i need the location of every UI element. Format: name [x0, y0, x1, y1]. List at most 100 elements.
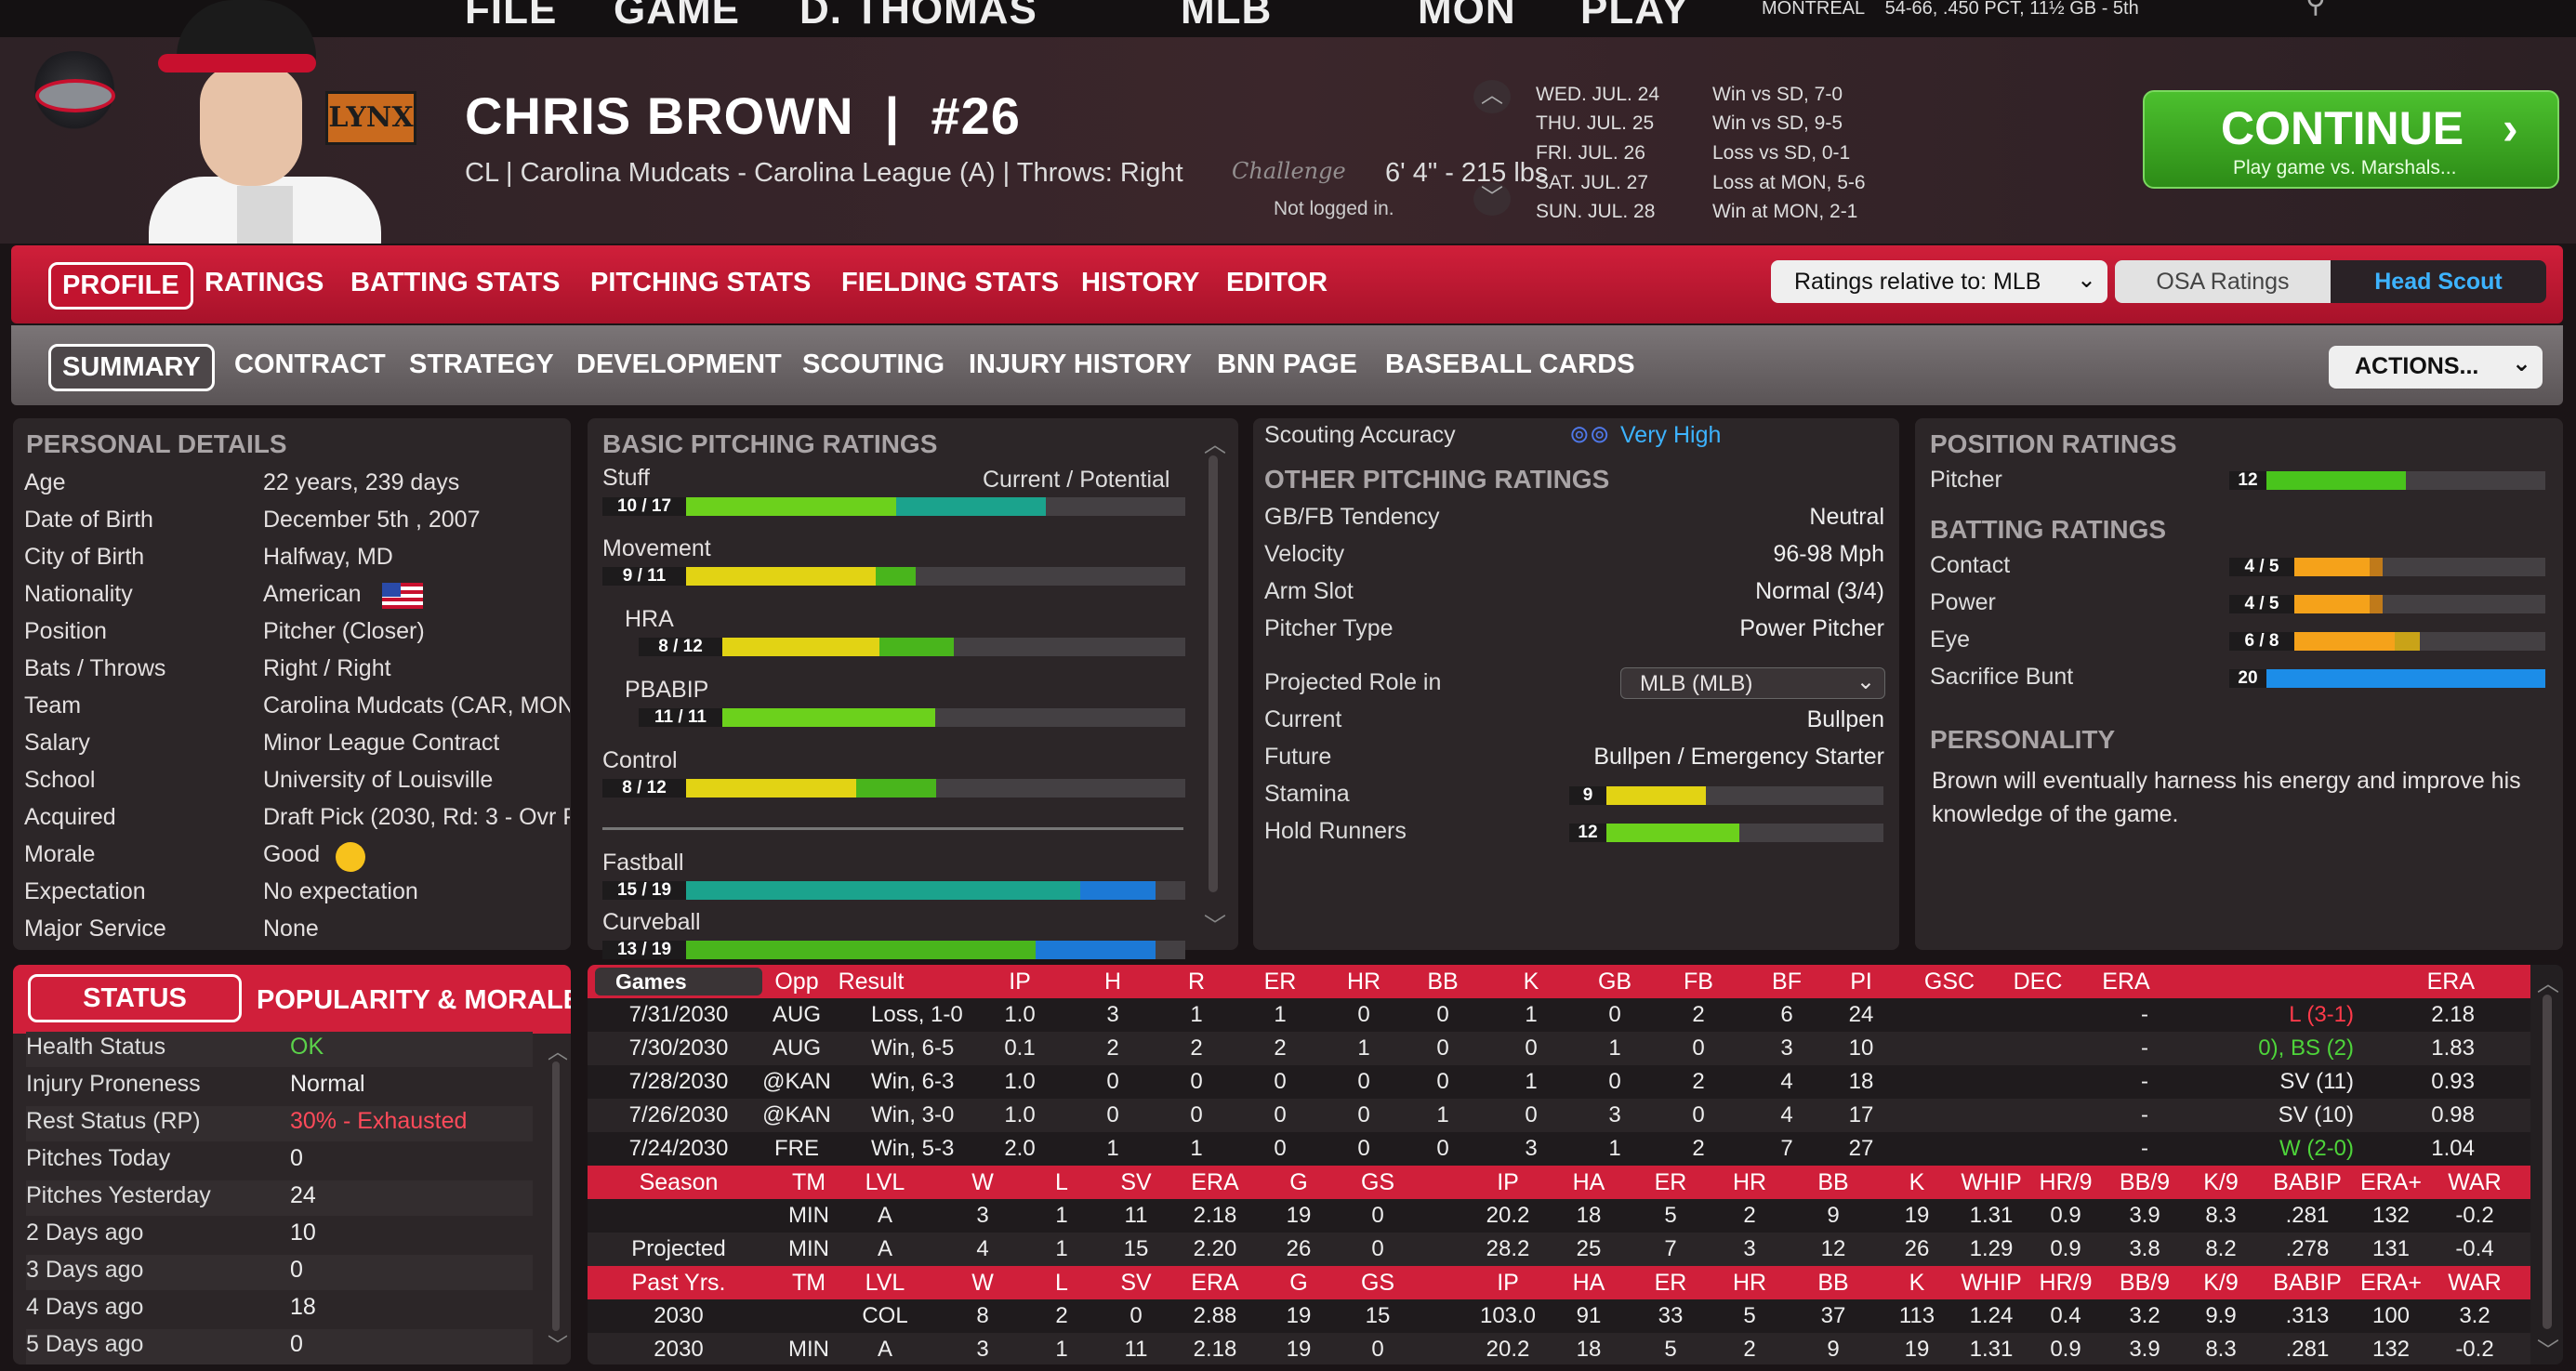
- column-header[interactable]: IP: [1009, 969, 1031, 995]
- table-row[interactable]: [588, 1199, 2530, 1233]
- table-row[interactable]: [588, 1299, 2530, 1333]
- tab-batting-stats[interactable]: BATTING STATS: [350, 268, 561, 297]
- column-header[interactable]: TM: [791, 1169, 826, 1195]
- column-header[interactable]: HA: [1572, 1169, 1605, 1195]
- column-header[interactable]: BABIP: [2273, 1169, 2342, 1195]
- column-header[interactable]: SV: [1120, 1169, 1152, 1195]
- schedule-up-arrow-icon[interactable]: ︿: [1473, 80, 1511, 113]
- column-header[interactable]: TM: [791, 1270, 826, 1296]
- scroll-down-icon[interactable]: ﹀: [548, 1334, 569, 1357]
- column-header[interactable]: GS: [1360, 1270, 1395, 1296]
- column-header[interactable]: Season: [639, 1169, 719, 1195]
- detail-value[interactable]: Carolina Mudcats (CAR, MON: [263, 692, 570, 718]
- scroll-down-icon[interactable]: ﹀: [2537, 1338, 2559, 1364]
- column-header[interactable]: ER: [1263, 969, 1297, 995]
- nav-game[interactable]: GAME: [614, 0, 740, 33]
- detail-value[interactable]: Draft Pick (2030, Rd: 3 - Ovr P: [263, 804, 570, 830]
- column-header[interactable]: K/9: [2203, 1169, 2239, 1195]
- osa-ratings-toggle[interactable]: OSA Ratings: [2115, 260, 2331, 303]
- column-header[interactable]: HR/9: [2039, 1169, 2093, 1195]
- column-header[interactable]: GB: [1597, 969, 1632, 995]
- column-header[interactable]: K: [1523, 969, 1539, 995]
- column-header[interactable]: BF: [1772, 969, 1802, 995]
- column-header[interactable]: BB: [1817, 1270, 1849, 1296]
- table-row[interactable]: [588, 1099, 2530, 1132]
- column-header[interactable]: BB/9: [2119, 1169, 2171, 1195]
- column-header[interactable]: K: [1909, 1270, 1925, 1296]
- scroll-up-icon[interactable]: ︿: [548, 1040, 569, 1063]
- column-header[interactable]: ERA+: [2359, 1169, 2422, 1195]
- column-header[interactable]: G: [1289, 1169, 1308, 1195]
- projected-role-dropdown[interactable]: MLB (MLB) ⌄: [1620, 667, 1885, 699]
- schedule-down-arrow-icon[interactable]: ﹀: [1473, 182, 1511, 216]
- column-header[interactable]: HR: [1732, 1169, 1767, 1195]
- scroll-down-icon[interactable]: ﹀: [1204, 914, 1226, 939]
- tab-summary[interactable]: SUMMARY: [48, 344, 215, 391]
- table-row[interactable]: [588, 1065, 2530, 1099]
- column-header[interactable]: BB: [1427, 969, 1459, 995]
- tab-popularity-morale[interactable]: POPULARITY & MORALE: [257, 985, 571, 1015]
- scrollbar[interactable]: [552, 1061, 560, 1331]
- column-header[interactable]: L: [1055, 1270, 1068, 1296]
- column-header[interactable]: FB: [1684, 969, 1713, 995]
- column-header[interactable]: GS: [1360, 1169, 1395, 1195]
- column-header[interactable]: Past Yrs.: [631, 1270, 726, 1296]
- column-header[interactable]: ERA: [2426, 969, 2475, 995]
- column-header[interactable]: H: [1103, 969, 1122, 995]
- tab-contract[interactable]: CONTRACT: [234, 349, 386, 379]
- column-header[interactable]: W: [971, 1169, 994, 1195]
- tab-strategy[interactable]: STRATEGY: [409, 349, 554, 379]
- scroll-up-icon[interactable]: ︿: [1204, 432, 1226, 457]
- tab-history[interactable]: HISTORY: [1081, 268, 1200, 297]
- column-header[interactable]: Opp: [774, 969, 819, 995]
- column-header[interactable]: ERA: [1191, 1270, 1239, 1296]
- head-scout-toggle[interactable]: Head Scout: [2331, 260, 2546, 303]
- column-header[interactable]: SV: [1120, 1270, 1152, 1296]
- actions-dropdown[interactable]: ACTIONS... ⌄: [2329, 346, 2543, 389]
- column-header[interactable]: PI: [1850, 969, 1872, 995]
- scrollbar[interactable]: [2543, 995, 2552, 1329]
- table-row[interactable]: [588, 1333, 2530, 1364]
- column-header[interactable]: IP: [1497, 1169, 1519, 1195]
- tab-profile[interactable]: PROFILE: [48, 262, 193, 310]
- column-header[interactable]: ERA: [1191, 1169, 1239, 1195]
- column-header[interactable]: BB/9: [2119, 1270, 2171, 1296]
- nav-file[interactable]: FILE: [465, 0, 558, 33]
- tab-editor[interactable]: EDITOR: [1226, 268, 1328, 297]
- table-row[interactable]: [588, 1132, 2530, 1166]
- nav-manager[interactable]: D. THOMAS: [799, 0, 1037, 33]
- games-filter-dropdown[interactable]: Games: [595, 968, 762, 995]
- tab-fielding-stats[interactable]: FIELDING STATS: [841, 268, 1060, 297]
- column-header[interactable]: WHIP: [1961, 1270, 2022, 1296]
- column-header[interactable]: K/9: [2203, 1270, 2239, 1296]
- column-header[interactable]: WHIP: [1961, 1169, 2022, 1195]
- tab-baseball-cards[interactable]: BASEBALL CARDS: [1385, 349, 1635, 379]
- table-row[interactable]: [588, 1032, 2530, 1065]
- column-header[interactable]: L: [1055, 1169, 1068, 1195]
- tab-pitching-stats[interactable]: PITCHING STATS: [590, 268, 812, 297]
- nav-mlb[interactable]: MLB: [1181, 0, 1273, 33]
- column-header[interactable]: ER: [1654, 1169, 1687, 1195]
- column-header[interactable]: LVL: [865, 1270, 905, 1296]
- column-header[interactable]: K: [1909, 1169, 1925, 1195]
- tab-scouting[interactable]: SCOUTING: [802, 349, 945, 379]
- column-header[interactable]: ER: [1654, 1270, 1687, 1296]
- column-header[interactable]: HR/9: [2039, 1270, 2093, 1296]
- column-header[interactable]: HR: [1732, 1270, 1767, 1296]
- table-row[interactable]: [588, 1233, 2530, 1266]
- nav-play[interactable]: PLAY: [1580, 0, 1690, 33]
- tab-development[interactable]: DEVELOPMENT: [576, 349, 782, 379]
- column-header[interactable]: GSC: [1923, 969, 1975, 995]
- tab-status[interactable]: STATUS: [28, 974, 242, 1022]
- column-header[interactable]: HR: [1346, 969, 1381, 995]
- tab-bnn-page[interactable]: BNN PAGE: [1217, 349, 1357, 379]
- continue-button[interactable]: CONTINUE Play game vs. Marshals... ›: [2143, 90, 2559, 189]
- column-header[interactable]: ERA: [2102, 969, 2150, 995]
- scroll-up-icon[interactable]: ︿: [2537, 971, 2559, 996]
- column-header[interactable]: HA: [1572, 1270, 1605, 1296]
- scrollbar[interactable]: [1209, 455, 1218, 892]
- column-header[interactable]: WAR: [2448, 1169, 2502, 1195]
- tab-injury-history[interactable]: INJURY HISTORY: [969, 349, 1193, 379]
- table-row[interactable]: [588, 998, 2530, 1032]
- tab-ratings[interactable]: RATINGS: [205, 268, 324, 297]
